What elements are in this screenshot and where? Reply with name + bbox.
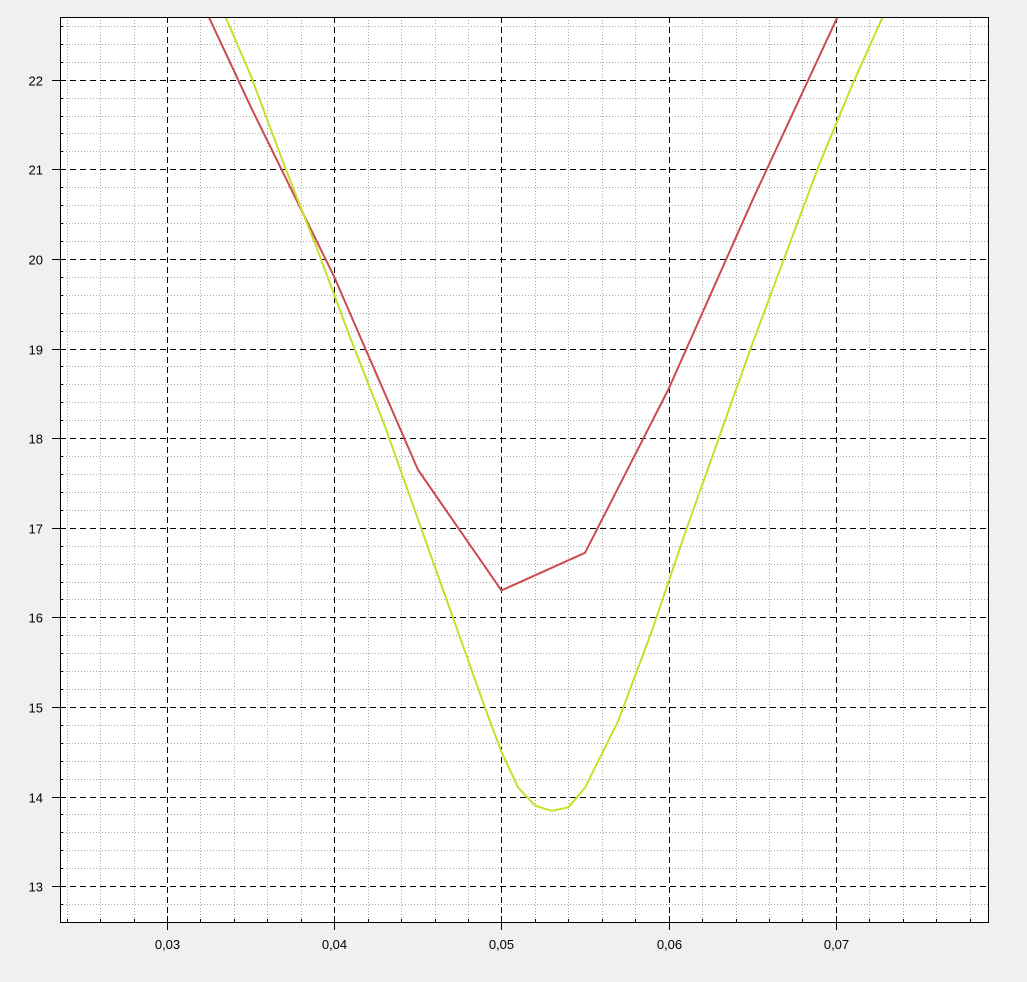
x-axis-labels: 0,03 0,04 0,05 0,06 0,07 [155,937,849,952]
x-tick-label: 0,07 [824,937,849,952]
x-tick-label: 0,06 [657,937,682,952]
series-layer [207,17,884,812]
axis-ticks [52,26,971,930]
plot-area [60,17,988,922]
x-tick-label: 0,04 [322,937,347,952]
y-tick-label: 21 [29,163,43,178]
series-line-2 [224,17,884,812]
plot-frame [60,17,989,923]
x-tick-label: 0,03 [155,937,180,952]
major-grid [60,17,988,922]
y-tick-label: 18 [29,432,43,447]
series-line-1 [207,17,839,592]
y-tick-label: 20 [29,253,43,268]
y-tick-label: 13 [29,880,43,895]
y-tick-label: 14 [29,791,43,806]
y-tick-label: 17 [29,522,43,537]
x-tick-label: 0,05 [489,937,514,952]
y-tick-label: 15 [29,701,43,716]
y-tick-label: 22 [29,74,43,89]
y-tick-label: 19 [29,343,43,358]
y-tick-label: 16 [29,611,43,626]
minor-grid [60,17,988,923]
y-axis-labels: 13 14 15 16 17 18 19 20 21 22 [29,74,43,895]
